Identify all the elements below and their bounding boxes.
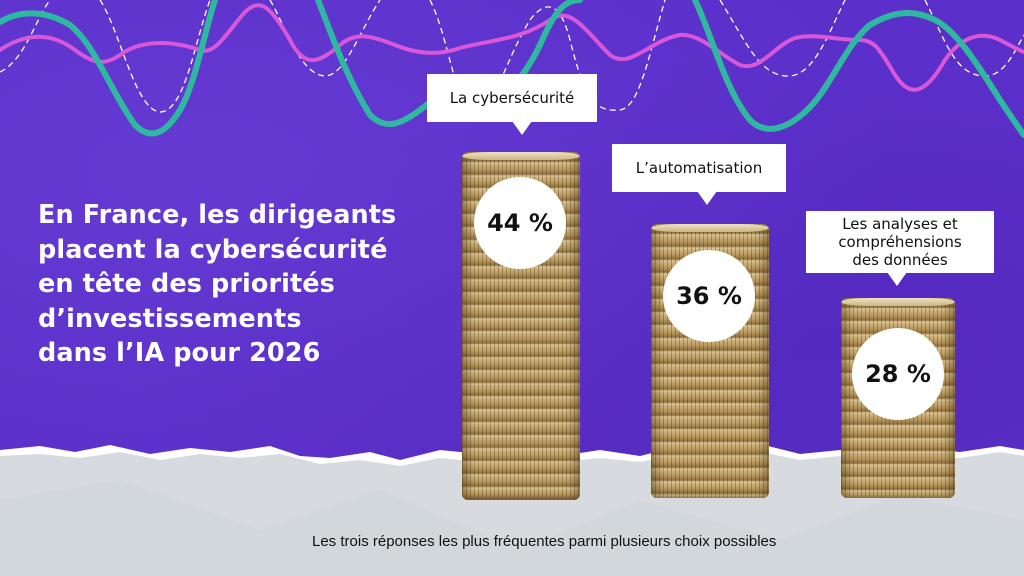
callout-label-line: Les analyses et — [842, 215, 958, 233]
value-badge-data-analysis: 28 % — [852, 328, 944, 420]
headline-line: En France, les dirigeants — [38, 200, 397, 230]
callout-automation: L’automatisation — [612, 144, 786, 192]
headline: En France, les dirigeants placent la cyb… — [38, 198, 438, 371]
value-badge-automation: 36 % — [663, 250, 755, 342]
callout-label: L’automatisation — [635, 159, 763, 177]
headline-line: en tête des priorités — [38, 269, 335, 299]
value-label: 36 % — [676, 282, 742, 310]
callout-label-line: compréhensions — [838, 233, 962, 251]
value-label: 28 % — [865, 360, 931, 388]
callout-label: La cybersécurité — [449, 89, 575, 107]
value-label: 44 % — [487, 209, 553, 237]
headline-line: d’investissements — [38, 303, 302, 334]
callout-cybersecurity: La cybersécurité — [427, 74, 597, 122]
callout-label-line: des données — [852, 251, 948, 269]
headline-line: dans l’IA pour 2026 — [38, 338, 321, 368]
coin-top — [841, 298, 955, 306]
callout-tail — [512, 121, 532, 135]
footnote: Les trois réponses les plus fréquentes p… — [312, 533, 777, 550]
coin-top — [651, 224, 769, 232]
coin-top — [462, 152, 580, 160]
headline-line: placent la cybersécurité — [38, 234, 388, 265]
value-badge-cybersecurity: 44 % — [474, 177, 566, 269]
callout-tail — [887, 272, 907, 286]
callout-data-analysis: Les analyses et compréhensions des donné… — [806, 211, 994, 273]
callout-tail — [697, 191, 717, 205]
